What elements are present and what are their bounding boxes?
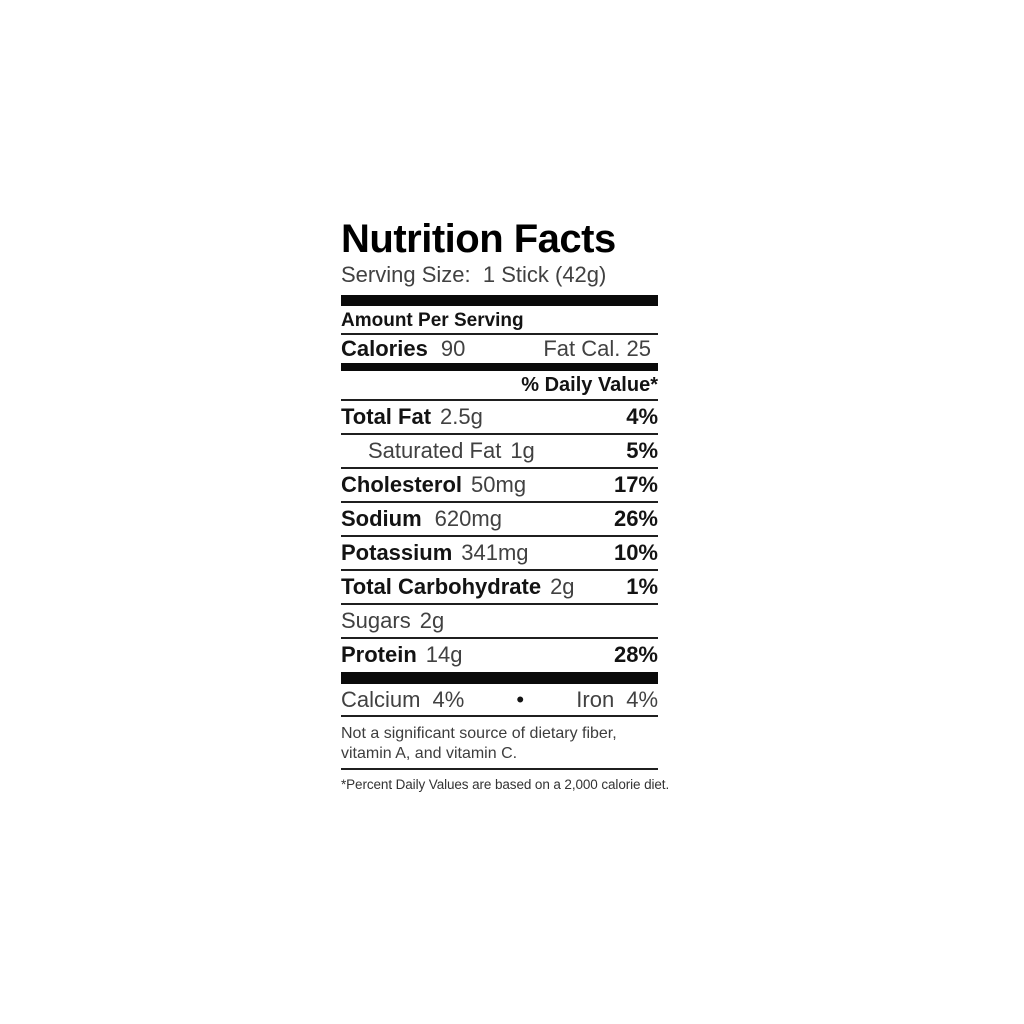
- divider-bar-bottom: [341, 672, 658, 684]
- nutrient-row-total-fat: Total Fat 2.5g 4%: [341, 401, 658, 435]
- nutrient-amount: 2.5g: [440, 404, 483, 429]
- nutrient-name: Cholesterol: [341, 472, 463, 497]
- nutrient-daily-value: 17%: [613, 472, 658, 497]
- nutrient-row-protein: Protein 14g 28%: [341, 639, 658, 672]
- nutrient-daily-value: 10%: [613, 540, 658, 565]
- nutrient-name: Saturated Fat: [368, 438, 502, 463]
- footnote-text: *Percent Daily Values are based on a 2,0…: [341, 777, 670, 792]
- nutrient-row-cholesterol: Cholesterol 50mg 17%: [341, 469, 658, 503]
- nutrition-facts-label: Nutrition Facts Serving Size: 1 Stick (4…: [341, 217, 670, 792]
- nutrient-row-total-carbohydrate: Total Carbohydrate 2g 1%: [341, 571, 658, 605]
- calories-value: 90: [440, 336, 466, 361]
- nutrient-row-saturated-fat: Saturated Fat 1g 5%: [341, 435, 658, 469]
- nutrient-daily-value: 5%: [626, 438, 658, 463]
- calories-group: Calories 90: [341, 337, 465, 361]
- amount-per-serving-header: Amount Per Serving: [341, 306, 658, 335]
- calcium-label: Calcium: [341, 687, 421, 712]
- nutrient-name: Sodium: [341, 506, 422, 531]
- fat-calories-label: Fat Cal.: [543, 336, 621, 361]
- disclaimer-text: Not a significant source of dietary fibe…: [341, 717, 658, 770]
- nutrient-daily-value: 26%: [613, 506, 658, 531]
- nutrient-amount: 620mg: [434, 506, 502, 531]
- nutrient-name: Protein: [341, 642, 417, 667]
- disclaimer-line-1: Not a significant source of dietary fibe…: [341, 725, 617, 742]
- calories-row: Calories 90 Fat Cal. 25: [341, 335, 658, 363]
- nutrient-amount: 50mg: [471, 472, 527, 497]
- nutrient-row-potassium: Potassium 341mg 10%: [341, 537, 658, 571]
- nutrient-name: Sugars: [341, 608, 411, 633]
- nutrient-name: Total Carbohydrate: [341, 574, 542, 599]
- serving-size-label: Serving Size:: [341, 262, 471, 287]
- calcium-value: 4%: [432, 687, 465, 712]
- calcium-group: Calcium 4%: [341, 687, 464, 713]
- nutrient-amount: 2g: [419, 608, 445, 633]
- minerals-row: Calcium 4% • Iron 4%: [341, 684, 658, 717]
- nutrient-amount: 341mg: [461, 540, 529, 565]
- iron-value: 4%: [626, 687, 658, 712]
- iron-group: Iron 4%: [576, 687, 658, 713]
- serving-size-row: Serving Size: 1 Stick (42g): [341, 262, 658, 288]
- nutrient-row-sodium: Sodium 620mg 26%: [341, 503, 658, 537]
- nutrient-amount: 2g: [550, 574, 575, 599]
- nutrient-daily-value: 4%: [626, 404, 658, 429]
- nutrient-amount: 14g: [425, 642, 463, 667]
- calories-label: Calories: [341, 336, 428, 361]
- nutrient-row-sugars: Sugars 2g: [341, 605, 658, 639]
- daily-value-header: % Daily Value*: [341, 371, 658, 401]
- label-title: Nutrition Facts: [341, 217, 616, 261]
- disclaimer-line-2: vitamin A, and vitamin C.: [341, 744, 518, 762]
- nutrient-daily-value: 1%: [626, 574, 658, 599]
- iron-label: Iron: [576, 687, 615, 712]
- nutrient-name: Total Fat: [341, 404, 432, 429]
- nutrient-daily-value: 28%: [613, 642, 658, 667]
- fat-calories-group: Fat Cal. 25: [543, 337, 658, 361]
- fat-calories-value: 25: [626, 336, 651, 361]
- serving-size-value: 1 Stick (42g): [482, 262, 607, 287]
- divider-bar-top: [341, 295, 658, 306]
- nutrient-amount: 1g: [510, 438, 535, 463]
- bullet-separator: •: [516, 687, 525, 712]
- divider-bar-middle: [341, 363, 658, 371]
- nutrient-name: Potassium: [341, 540, 453, 565]
